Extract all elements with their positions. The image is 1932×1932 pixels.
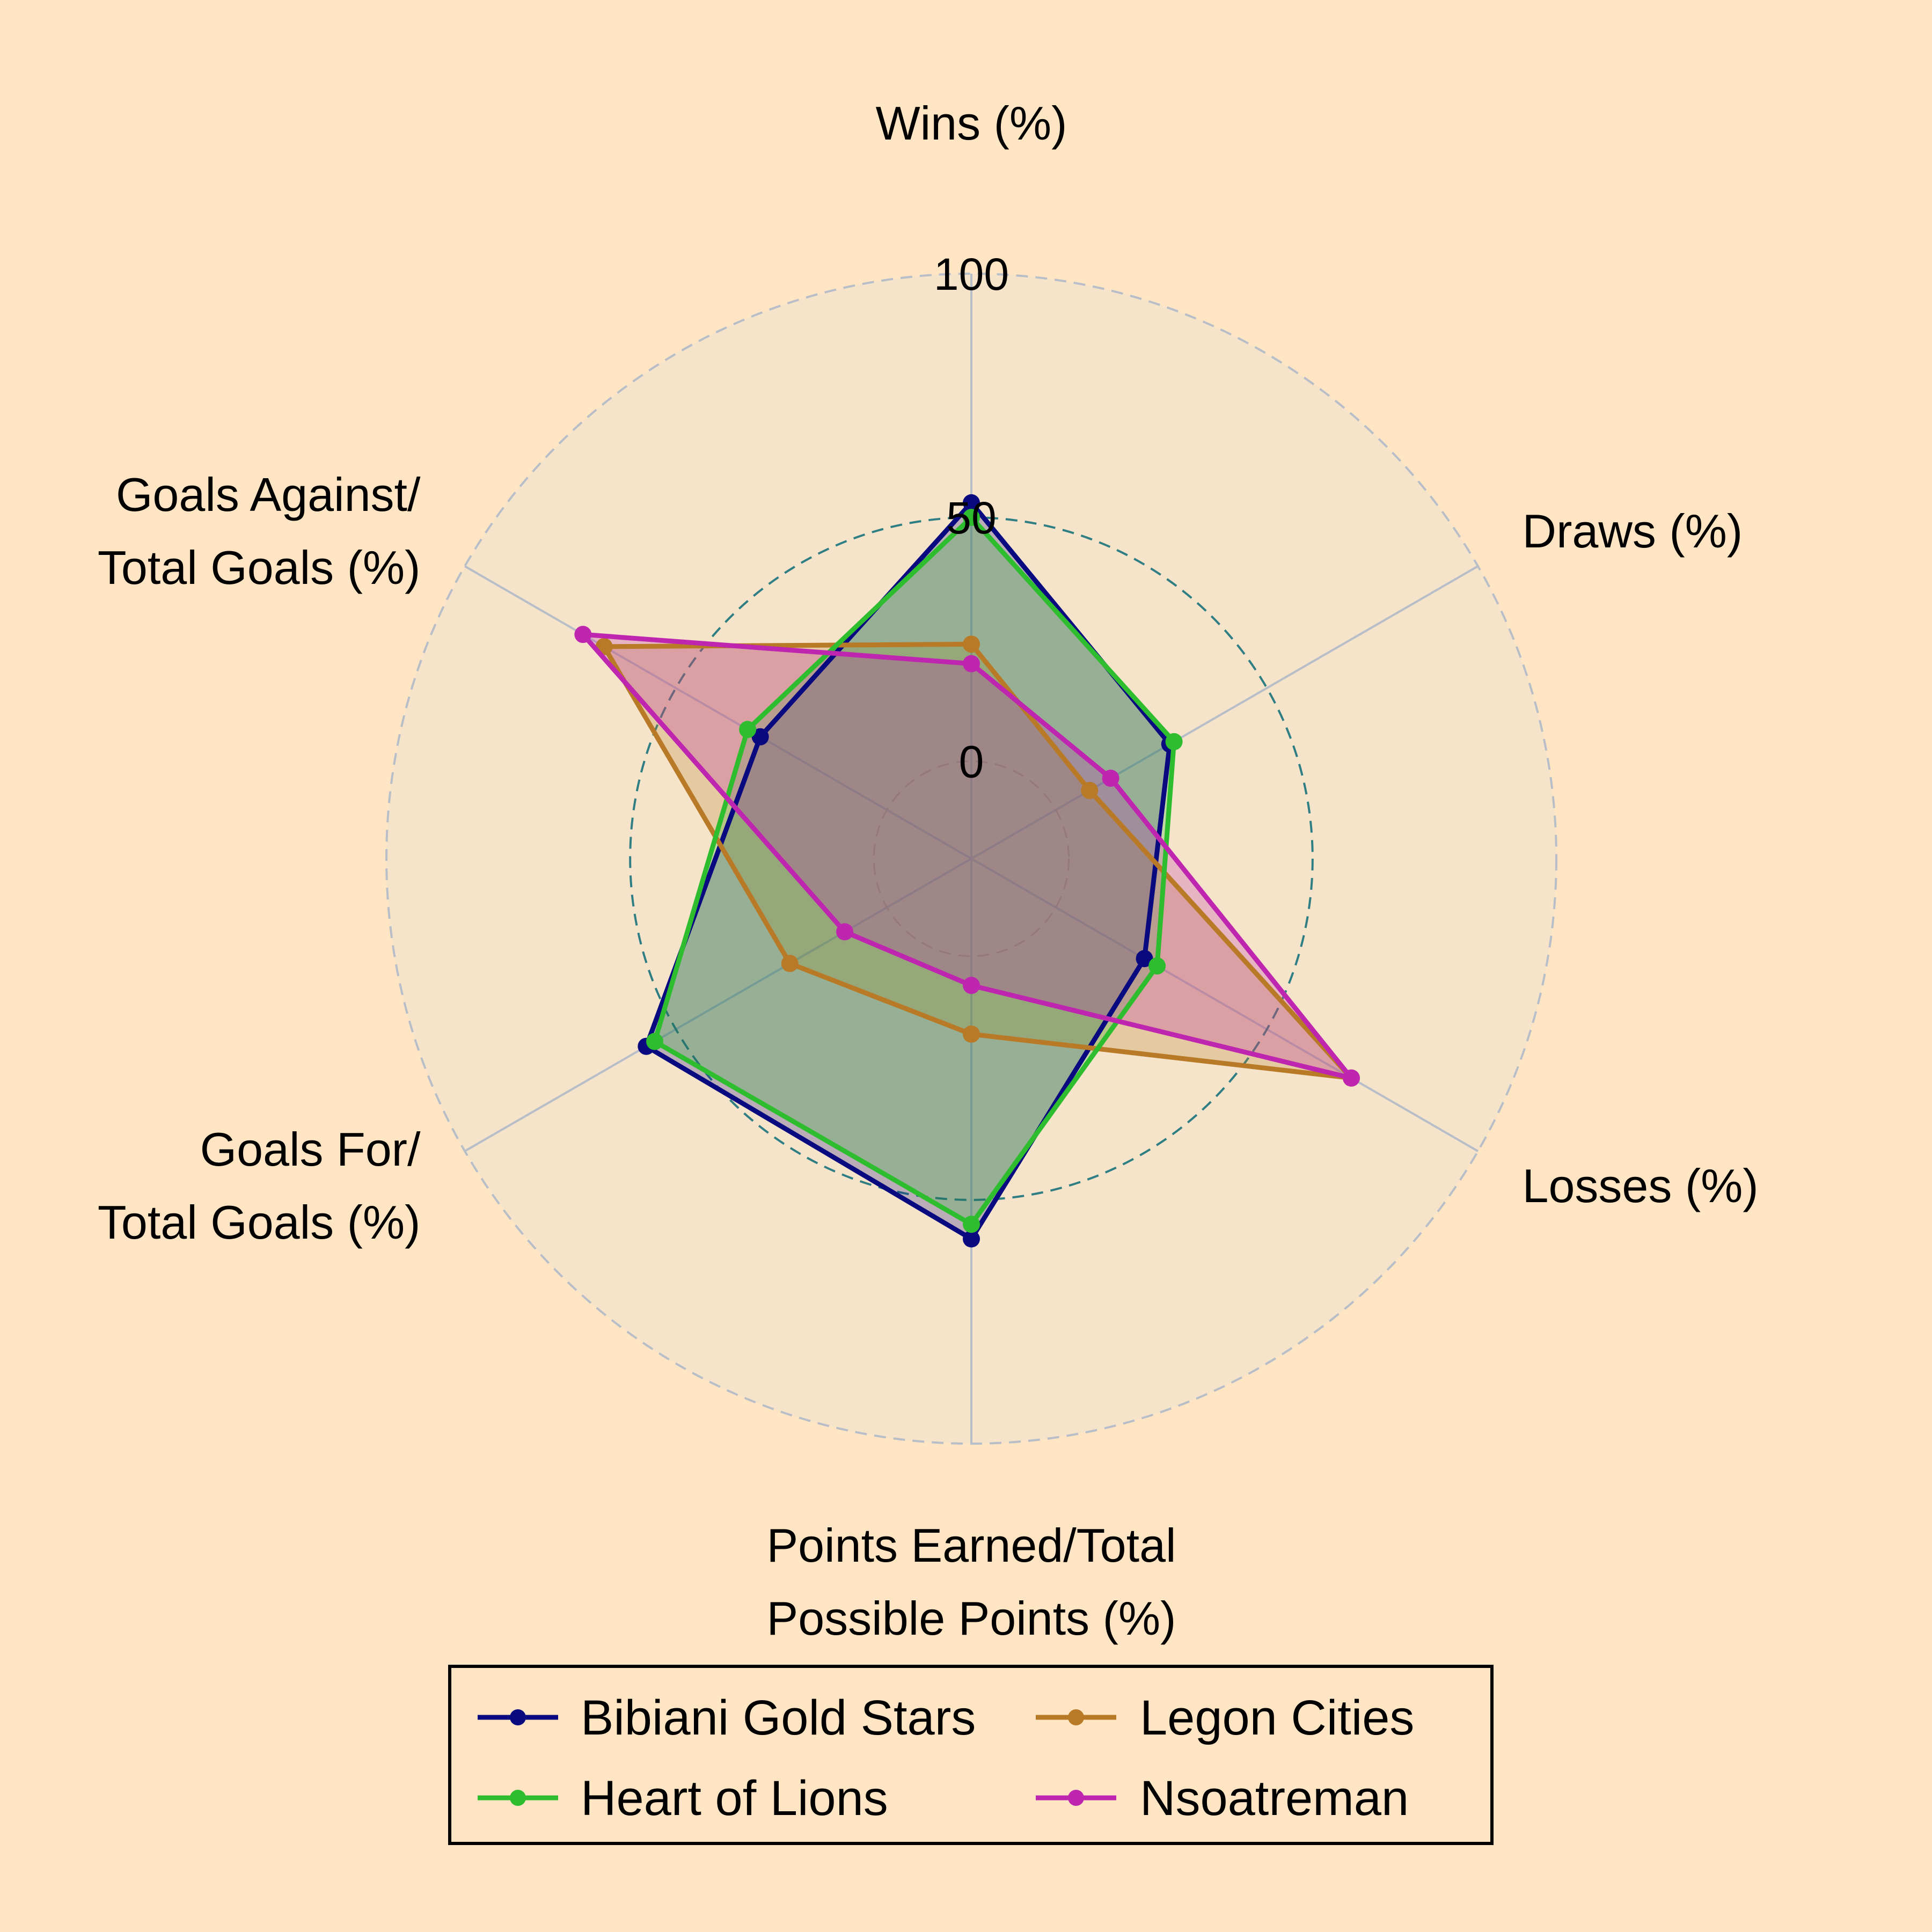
data-point — [574, 626, 592, 643]
data-point — [963, 635, 980, 653]
data-point — [739, 721, 757, 738]
radial-tick-label: 0 — [959, 736, 984, 787]
axis-label: Points Earned/Total — [766, 1519, 1176, 1572]
axis-spoke — [971, 858, 1479, 1152]
axis-label: Total Goals (%) — [98, 1196, 421, 1249]
axis-label: Losses (%) — [1523, 1159, 1759, 1212]
data-point — [963, 1230, 980, 1248]
radar-grid — [385, 273, 1557, 1445]
data-point — [1081, 781, 1099, 799]
legend: Bibiani Gold Stars Legon Cities Heart of L… — [448, 1665, 1494, 1845]
legend-swatch-marker — [1068, 1790, 1084, 1806]
legend-label: Heart of Lions — [581, 1771, 888, 1826]
data-point — [836, 923, 854, 941]
axis-label: Goals Against/ — [116, 468, 421, 521]
data-point — [963, 1216, 980, 1233]
data-point — [963, 509, 980, 526]
axis-label: Goals For/ — [200, 1123, 421, 1176]
data-point — [963, 655, 980, 672]
radial-tick-label: 100 — [934, 249, 1009, 299]
legend-label: Bibiani Gold Stars — [581, 1690, 976, 1745]
legend-box — [448, 1665, 1494, 1845]
data-point — [646, 1033, 664, 1050]
axis-label: Possible Points (%) — [767, 1592, 1176, 1645]
grid-ring — [385, 273, 1557, 1445]
data-point — [1148, 957, 1166, 975]
legend-label: Nsoatreman — [1140, 1771, 1409, 1826]
data-point — [1342, 1069, 1360, 1087]
series-area — [655, 517, 1174, 1225]
radar-labels: 0 50 100 Wins (%) Draws (%) Losses (%) Points … — [98, 97, 1759, 1645]
data-point — [1102, 770, 1119, 787]
legend-swatch-marker — [510, 1790, 526, 1806]
axis-label: Total Goals (%) — [98, 541, 421, 594]
radar-series — [574, 494, 1360, 1248]
data-point — [963, 977, 980, 994]
legend-swatch-marker — [1068, 1709, 1084, 1725]
data-point — [781, 955, 799, 972]
data-point — [1165, 733, 1183, 750]
data-point — [751, 728, 769, 745]
legend-label: Legon Cities — [1140, 1690, 1414, 1745]
data-point — [963, 494, 980, 511]
series-area — [646, 502, 1170, 1239]
axis-label: Wins (%) — [876, 97, 1067, 150]
axis-label: Draws (%) — [1523, 504, 1743, 558]
legend-swatch-marker — [510, 1709, 526, 1725]
data-point — [963, 1026, 980, 1043]
radial-tick-label: 50 — [946, 493, 996, 543]
data-point — [1136, 950, 1153, 968]
grid-ring — [873, 760, 1070, 957]
